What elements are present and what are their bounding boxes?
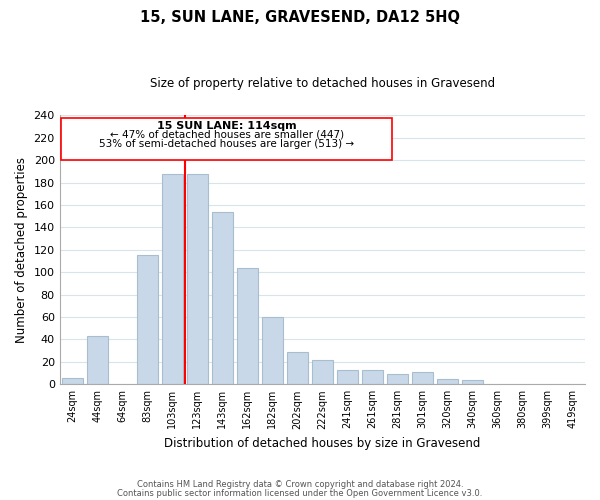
Bar: [86, 336, 108, 384]
Bar: [462, 380, 483, 384]
Text: Contains public sector information licensed under the Open Government Licence v3: Contains public sector information licen…: [118, 489, 482, 498]
Text: 15, SUN LANE, GRAVESEND, DA12 5HQ: 15, SUN LANE, GRAVESEND, DA12 5HQ: [140, 10, 460, 25]
Bar: [187, 174, 208, 384]
Bar: [337, 370, 358, 384]
Bar: [437, 378, 458, 384]
Bar: [212, 212, 233, 384]
Bar: [312, 360, 333, 384]
Bar: [236, 268, 258, 384]
Title: Size of property relative to detached houses in Gravesend: Size of property relative to detached ho…: [150, 78, 495, 90]
Text: 15 SUN LANE: 114sqm: 15 SUN LANE: 114sqm: [157, 121, 296, 131]
Text: ← 47% of detached houses are smaller (447): ← 47% of detached houses are smaller (44…: [110, 130, 344, 140]
Bar: [412, 372, 433, 384]
Bar: [362, 370, 383, 384]
X-axis label: Distribution of detached houses by size in Gravesend: Distribution of detached houses by size …: [164, 437, 481, 450]
Y-axis label: Number of detached properties: Number of detached properties: [15, 157, 28, 343]
Bar: [137, 256, 158, 384]
Text: Contains HM Land Registry data © Crown copyright and database right 2024.: Contains HM Land Registry data © Crown c…: [137, 480, 463, 489]
Bar: [387, 374, 408, 384]
Text: 53% of semi-detached houses are larger (513) →: 53% of semi-detached houses are larger (…: [99, 139, 354, 149]
Bar: [161, 174, 183, 384]
FancyBboxPatch shape: [61, 118, 392, 160]
Bar: [62, 378, 83, 384]
Bar: [287, 352, 308, 384]
Bar: [262, 317, 283, 384]
